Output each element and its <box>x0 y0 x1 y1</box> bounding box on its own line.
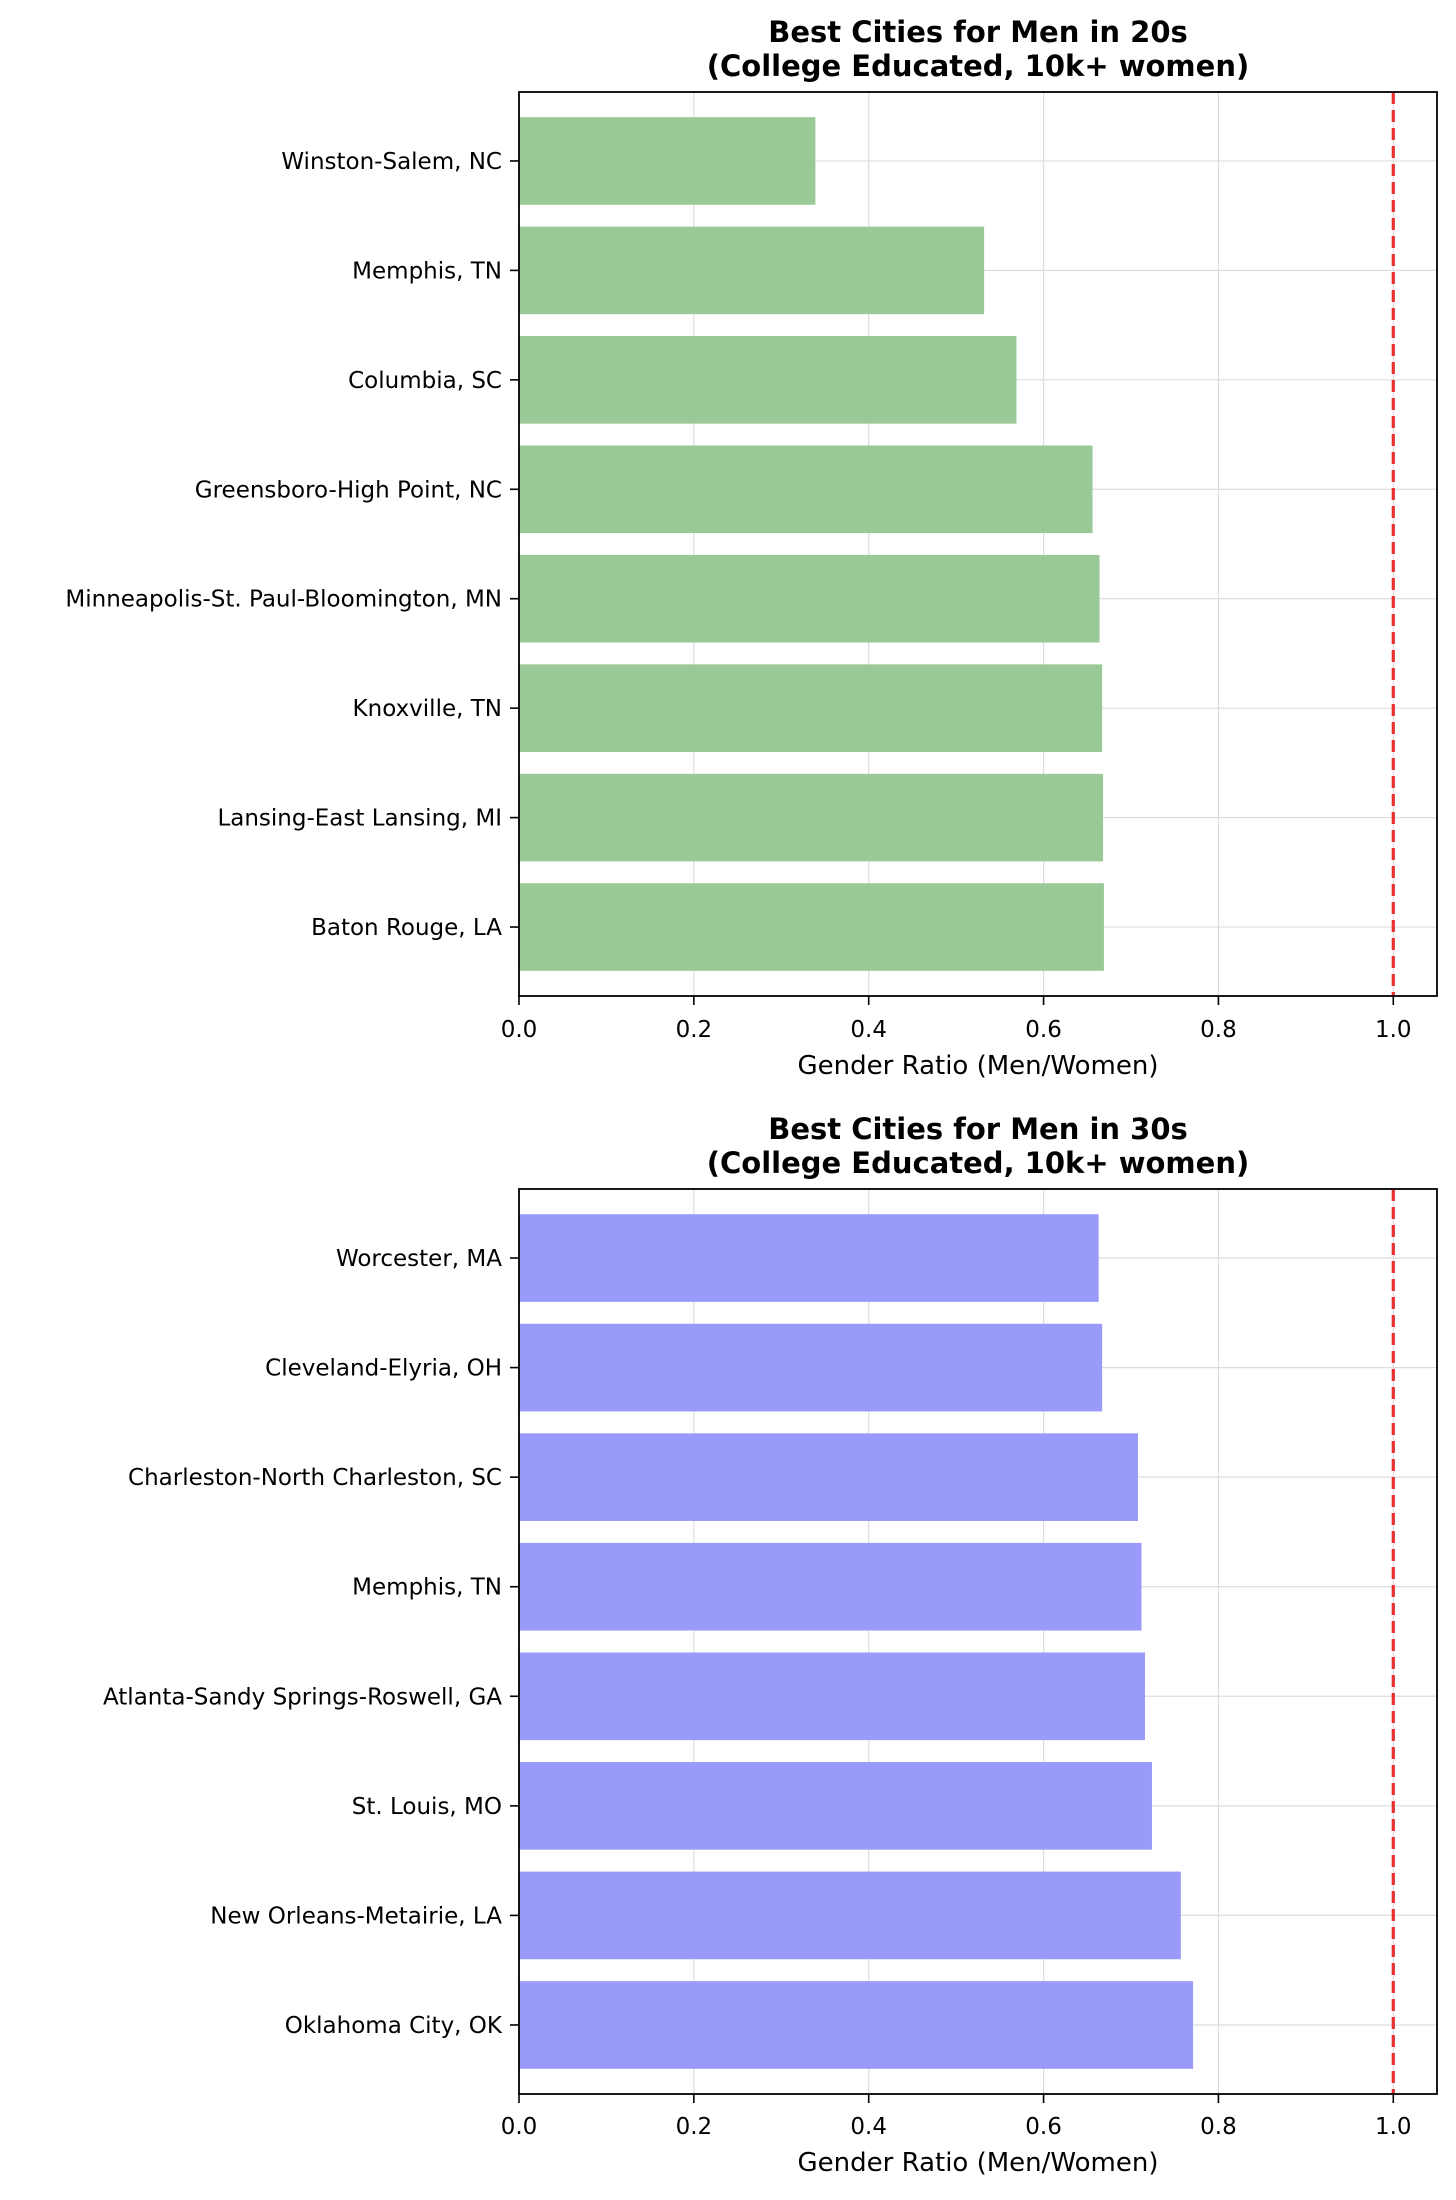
bar-lansing-east-lansing-mi <box>519 773 1104 862</box>
x-tick-label: 0.6 <box>1025 2114 1062 2140</box>
bar-memphis-tn <box>519 226 985 315</box>
y-tick-label: Oklahoma City, OK <box>285 2013 503 2039</box>
bar-atlanta-sandy-springs-roswell-ga <box>519 1652 1145 1741</box>
y-tick-label: Worcester, MA <box>336 1246 502 1272</box>
y-tick-label: Memphis, TN <box>352 1575 502 1601</box>
x-tick-label: 0.8 <box>1200 2114 1237 2140</box>
chart-panel-20s: Best Cities for Men in 20s(College Educa… <box>65 15 1438 1081</box>
y-tick-label: Knoxville, TN <box>353 696 502 722</box>
bar-minneapolis-st-paul-bloomington-mn <box>519 554 1100 643</box>
chart-title-line-2: (College Educated, 10k+ women) <box>707 49 1249 83</box>
bar-worcester-ma <box>519 1214 1099 1302</box>
bar-winston-salem-nc <box>519 117 816 205</box>
plot-frame <box>518 1188 1438 2095</box>
bar-knoxville-tn <box>519 664 1103 752</box>
x-tick-label: 0.2 <box>676 2114 713 2140</box>
y-tick-label: Columbia, SC <box>348 368 502 394</box>
x-tick-label: 0.2 <box>676 1017 713 1043</box>
y-tick-label: Winston-Salem, NC <box>281 149 502 175</box>
bar-new-orleans-metairie-la <box>519 1871 1181 1960</box>
y-tick-label: New Orleans-Metairie, LA <box>210 1903 502 1929</box>
bar-oklahoma-city-ok <box>519 1981 1194 2069</box>
y-tick-label: Atlanta-Sandy Springs-Roswell, GA <box>103 1684 502 1710</box>
y-tick-label: Baton Rouge, LA <box>311 915 502 941</box>
chart-title-line-1: Best Cities for Men in 20s <box>768 15 1188 49</box>
x-axis-label: Gender Ratio (Men/Women) <box>798 2148 1159 2178</box>
y-tick-label: Minneapolis-St. Paul-Bloomington, MN <box>65 587 502 613</box>
x-axis-label: Gender Ratio (Men/Women) <box>798 1051 1159 1081</box>
chart-title-line-1: Best Cities for Men in 30s <box>768 1112 1188 1146</box>
y-tick-label: Cleveland-Elyria, OH <box>265 1356 502 1382</box>
x-tick-label: 0.6 <box>1025 1017 1062 1043</box>
x-tick-label: 1.0 <box>1375 1017 1412 1043</box>
bar-greensboro-high-point-nc <box>519 445 1093 534</box>
y-tick-label: Charleston-North Charleston, SC <box>128 1465 502 1491</box>
bar-cleveland-elyria-oh <box>519 1323 1103 1412</box>
y-tick-label: Greensboro-High Point, NC <box>195 477 502 503</box>
chart-panel-30s: Best Cities for Men in 30s(College Educa… <box>103 1112 1438 2178</box>
y-tick-label: Memphis, TN <box>352 258 502 284</box>
bar-charleston-north-charleston-sc <box>519 1433 1138 1521</box>
y-tick-label: Lansing-East Lansing, MI <box>217 806 502 832</box>
x-tick-label: 0.4 <box>850 2114 887 2140</box>
x-tick-label: 0.8 <box>1200 1017 1237 1043</box>
x-tick-label: 0.4 <box>850 1017 887 1043</box>
bar-memphis-tn <box>519 1542 1142 1631</box>
y-tick-label: St. Louis, MO <box>352 1794 502 1820</box>
x-tick-label: 1.0 <box>1375 2114 1412 2140</box>
x-tick-label: 0.0 <box>501 2114 538 2140</box>
chart-title-line-2: (College Educated, 10k+ women) <box>707 1146 1249 1180</box>
bar-st-louis-mo <box>519 1762 1152 1850</box>
bar-columbia-sc <box>519 336 1017 424</box>
plot-frame <box>518 91 1438 997</box>
bar-baton-rouge-la <box>519 883 1104 971</box>
x-tick-label: 0.0 <box>501 1017 538 1043</box>
